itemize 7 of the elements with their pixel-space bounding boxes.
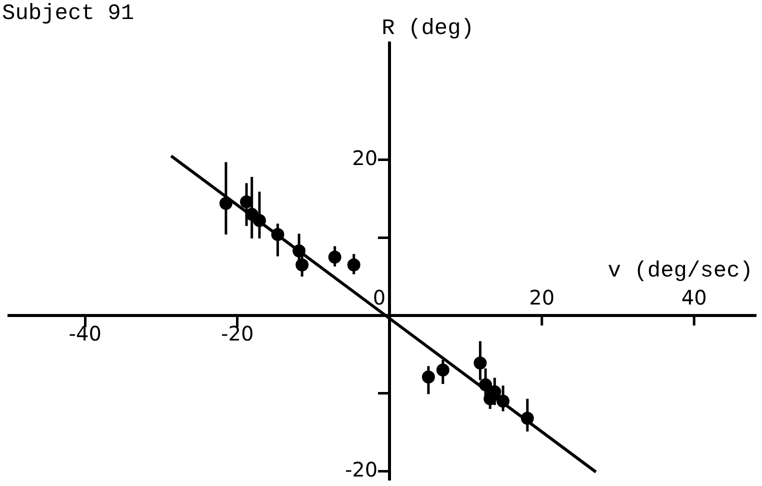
x2-tick-label: 0 xyxy=(372,286,386,310)
chart-title: Subject 91 xyxy=(2,0,134,26)
x2-tick-label: 20 xyxy=(529,286,555,310)
y-axis-title: R (deg) xyxy=(382,16,474,41)
x-axis-title: v (deg/sec) xyxy=(608,258,753,284)
x-tick-label: -40 xyxy=(68,322,102,346)
x2-tick-label: 40 xyxy=(681,286,707,310)
